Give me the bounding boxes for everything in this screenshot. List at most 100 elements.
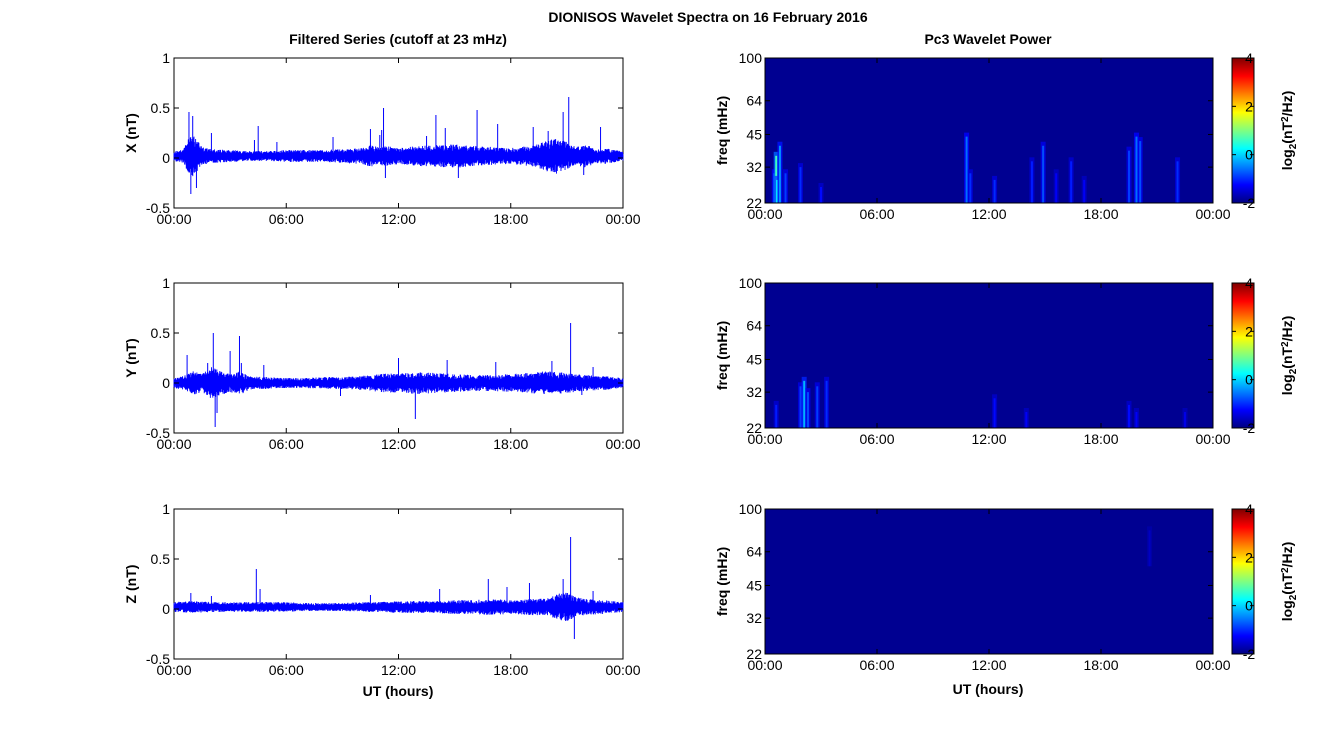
series-panel-x: -0.5 0 0.5 1 00:00 06:00 12:00 18:00 00:00 X (nT) <box>123 50 641 227</box>
y-axis-label: freq (mHz) <box>714 321 730 390</box>
x-tick-label: 12:00 <box>971 431 1006 447</box>
x-tick-label: 00:00 <box>1195 206 1230 222</box>
power-burst <box>1135 136 1138 203</box>
power-burst <box>799 386 802 428</box>
power-burst <box>1055 173 1058 203</box>
colorbar-label-part: log <box>1279 149 1295 170</box>
colorbar-label-part: 2 <box>1288 594 1299 600</box>
power-burst <box>784 173 787 203</box>
power-burst <box>1083 179 1086 203</box>
colorbar-tick-label: 2 <box>1245 98 1253 114</box>
power-burst <box>1139 141 1142 203</box>
x-tick-label: 06:00 <box>859 657 894 673</box>
y-tick-label: 22 <box>746 420 762 436</box>
right-column-title: Pc3 Wavelet Power <box>924 31 1052 47</box>
y-tick-label: 1 <box>162 50 170 66</box>
x-tick-label: 12:00 <box>381 211 416 227</box>
x-tick-label: 00:00 <box>156 662 191 678</box>
power-burst <box>1042 145 1045 203</box>
colorbar-tick-label: 0 <box>1245 147 1253 163</box>
colorbar-label-part: 2 <box>1280 567 1291 573</box>
colorbar-label-part: (nT <box>1279 347 1295 369</box>
colorbar-label: log2(nT2/Hz) <box>1279 91 1299 171</box>
x-tick-label: 06:00 <box>269 211 304 227</box>
series-trace-y <box>173 367 624 398</box>
y-tick-label: 0 <box>162 150 170 166</box>
y-tick-label: 100 <box>739 50 763 66</box>
spectrogram-background <box>765 509 1213 654</box>
y-tick-label: 64 <box>746 93 762 109</box>
x-tick-label: 00:00 <box>605 662 640 678</box>
power-burst <box>1176 161 1179 203</box>
power-burst <box>1030 161 1033 203</box>
x-tick-label: 12:00 <box>381 662 416 678</box>
x-tick-label: 00:00 <box>747 206 782 222</box>
x-tick-label: 00:00 <box>605 211 640 227</box>
y-tick-label: 100 <box>739 275 763 291</box>
x-tick-label: 18:00 <box>493 662 528 678</box>
colorbar-label-part: /Hz) <box>1279 542 1295 568</box>
colorbar-label: log2(nT2/Hz) <box>1279 542 1299 622</box>
series-trace-z <box>173 592 624 621</box>
y-tick-label: -0.5 <box>146 651 170 667</box>
colorbar-label-part: /Hz) <box>1279 316 1295 342</box>
x-tick-label: 06:00 <box>269 662 304 678</box>
colorbar-label-part: /Hz) <box>1279 91 1295 117</box>
colorbar-label: log2(nT2/Hz) <box>1279 316 1299 396</box>
colorbar-label-part: 2 <box>1280 116 1291 122</box>
colorbar-tick-label: 4 <box>1245 501 1253 517</box>
power-burst <box>965 136 968 203</box>
spectrogram-background <box>765 283 1213 428</box>
power-burst <box>993 179 996 203</box>
colorbar <box>1231 57 1255 204</box>
y-axis-label: freq (mHz) <box>714 96 730 165</box>
colorbar-label-part: (nT <box>1279 122 1295 144</box>
colorbar-tick-label: 0 <box>1245 372 1253 388</box>
x-tick-label: 18:00 <box>1083 657 1118 673</box>
x-tick-label: 00:00 <box>747 431 782 447</box>
y-tick-label: 32 <box>746 384 762 400</box>
colorbar-tick-label: 2 <box>1245 549 1253 565</box>
y-tick-label: 32 <box>746 159 762 175</box>
plot-frame <box>173 508 624 660</box>
power-burst <box>1128 404 1130 428</box>
x-tick-label: 00:00 <box>156 211 191 227</box>
colorbar-tick-label: 4 <box>1245 275 1253 291</box>
colorbar-label-part: (nT <box>1279 573 1295 595</box>
plot-frame <box>173 57 624 209</box>
y-axis-label: Y (nT) <box>123 338 139 377</box>
power-burst <box>1025 412 1028 428</box>
y-tick-label: 0.5 <box>151 551 171 567</box>
y-tick-label: 100 <box>739 501 763 517</box>
colorbar-tick-label: -2 <box>1243 195 1256 211</box>
power-burst <box>820 187 822 203</box>
colorbar-tick-label: 2 <box>1245 323 1253 339</box>
y-tick-label: 32 <box>746 610 762 626</box>
power-burst <box>1184 412 1186 428</box>
colorbar-tick-label: 4 <box>1245 50 1253 66</box>
y-tick-label: 45 <box>746 126 762 142</box>
colorbar-label-part: 2 <box>1288 143 1299 149</box>
x-tick-label: 18:00 <box>493 211 528 227</box>
y-tick-label: 45 <box>746 577 762 593</box>
colorbar <box>1231 282 1255 429</box>
y-tick-label: 0 <box>162 601 170 617</box>
power-burst <box>776 179 779 203</box>
x-tick-label: 18:00 <box>1083 206 1118 222</box>
y-tick-label: -0.5 <box>146 425 170 441</box>
x-tick-label: 06:00 <box>859 206 894 222</box>
power-burst <box>799 167 802 203</box>
y-tick-label: 45 <box>746 351 762 367</box>
colorbar-tick-label: 0 <box>1245 598 1253 614</box>
y-tick-label: 1 <box>162 501 170 517</box>
y-tick-label: 64 <box>746 544 762 560</box>
y-axis-label: freq (mHz) <box>714 547 730 616</box>
power-burst <box>1070 161 1073 203</box>
plots-layer: -0.5 0 0.5 1 00:00 06:00 12:00 18:00 00:00 X (nT)… <box>123 50 1299 678</box>
y-tick-label: 22 <box>746 646 762 662</box>
y-tick-label: -0.5 <box>146 200 170 216</box>
x-tick-label: 00:00 <box>747 657 782 673</box>
